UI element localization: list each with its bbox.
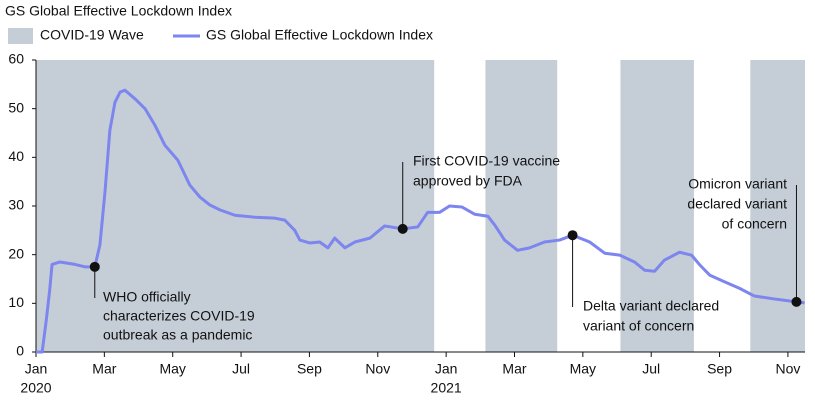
annotation-marker [567,230,578,241]
y-tick-label: 10 [8,294,24,310]
legend-swatch [8,28,33,44]
wave-band [485,60,558,352]
annotation-text: outbreak as a pandemic [103,327,252,343]
x-tick-label: Sep [707,361,732,377]
legend-label: GS Global Effective Lockdown Index [206,27,433,43]
y-tick-label: 30 [8,197,24,213]
legend-label: COVID-19 Wave [40,27,144,43]
annotation-text: declared variant [687,196,787,212]
y-tick-label: 60 [8,51,24,67]
annotation-marker [397,223,408,234]
annotation-text: First COVID-19 vaccine [413,153,560,169]
annotation-text: variant of concern [583,318,694,334]
y-tick-label: 40 [8,148,24,164]
annotation-text: Delta variant declared [583,298,719,314]
annotation-marker [791,296,802,307]
x-tick-label: May [570,361,596,377]
x-tick-label: Mar [92,361,116,377]
x-tick-label: Nov [775,361,800,377]
annotation-text: approved by FDA [413,173,523,189]
x-tick-label: Nov [365,361,390,377]
x-year-label: 2021 [431,380,462,396]
x-tick-label: May [159,361,185,377]
x-tick-label: Jan [25,361,48,377]
x-year-label: 2020 [20,380,51,396]
x-tick-label: Jan [435,361,458,377]
annotation-marker [89,261,100,272]
annotation-text: Omicron variant [688,176,787,192]
annotation-text: WHO officially [103,289,191,305]
y-tick-label: 0 [16,343,24,359]
y-tick-label: 50 [8,99,24,115]
annotation-text: of concern [722,216,787,232]
x-tick-label: Sep [297,361,322,377]
x-tick-label: Mar [502,361,526,377]
wave-band [620,60,694,352]
x-tick-label: Jul [642,361,660,377]
chart-title: GS Global Effective Lockdown Index [5,3,232,19]
series-line [36,88,805,354]
y-tick-label: 20 [8,245,24,261]
x-tick-label: Jul [232,361,250,377]
annotation-text: characterizes COVID-19 [103,308,255,324]
